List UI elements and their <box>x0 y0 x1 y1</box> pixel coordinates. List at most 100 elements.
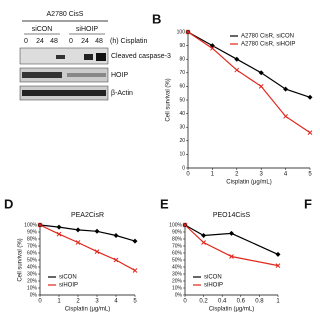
lane-label: 48 <box>95 38 103 45</box>
y-tick-label: 50% <box>27 257 38 263</box>
x-tick-label: 2 <box>235 172 239 178</box>
marker <box>307 94 313 100</box>
y-tick-label: 40 <box>179 111 185 117</box>
marker <box>185 29 191 35</box>
y-tick-label: 60 <box>179 84 185 90</box>
y-tick-label: 0% <box>30 292 38 298</box>
y-axis-label: Cell survival (%) <box>18 238 24 281</box>
y-tick-label: 60% <box>27 250 38 256</box>
y-tick-label: 0% <box>175 292 183 298</box>
marker <box>113 257 119 263</box>
x-tick-label: 5 <box>308 172 312 178</box>
lane-label: 48 <box>50 38 58 45</box>
y-tick-label: 30 <box>179 125 185 131</box>
marker <box>201 233 207 238</box>
legend-label: siHOIP <box>59 283 78 289</box>
y-tick-label: 90% <box>27 229 38 235</box>
x-tick-label: 1 <box>57 299 61 305</box>
x-tick-label: 0 <box>186 172 190 178</box>
chart-title: PEA2CisR <box>71 212 104 219</box>
y-tick-label: 80 <box>179 57 185 63</box>
y-tick-label: 70% <box>172 243 183 249</box>
band <box>96 53 106 61</box>
legend-label: siCON <box>204 275 222 281</box>
marker <box>258 84 264 89</box>
panel-label: B <box>152 11 161 26</box>
y-tick-label: 90% <box>172 229 183 235</box>
band-label: β-Actin <box>111 90 133 97</box>
marker <box>56 224 62 230</box>
band <box>84 54 93 60</box>
x-tick-label: 0 <box>38 299 42 305</box>
band <box>56 55 65 59</box>
legend-label: A2780 CisR, siHOIP <box>241 42 295 48</box>
series-line <box>39 224 136 272</box>
y-tick-label: 70 <box>179 70 185 76</box>
y-tick-label: 70% <box>27 243 38 249</box>
legend-label: A2780 CisR, siCON <box>241 34 294 40</box>
marker <box>132 268 138 273</box>
y-tick-label: 10 <box>179 152 185 158</box>
y-axis-label: Cell survival (%) <box>166 78 172 121</box>
x-axis-label: Cisplatin (μg/mL) <box>209 307 254 313</box>
marker <box>201 240 206 245</box>
y-tick-label: 30% <box>27 271 38 277</box>
x-tick-label: 2 <box>76 299 80 305</box>
marker <box>132 238 138 244</box>
marker <box>94 249 100 254</box>
group-label: siHOIP <box>76 26 99 33</box>
series-line <box>184 224 279 267</box>
x-tick-label: 0.8 <box>255 299 264 305</box>
legend-label: siHOIP <box>204 283 223 289</box>
marker <box>275 263 281 268</box>
x-tick-label: 3 <box>260 172 264 178</box>
band <box>22 90 106 96</box>
y-tick-label: 0 <box>182 165 185 171</box>
x-tick-label: 1 <box>211 172 215 178</box>
x-axis-label: Cisplatin (μg/mL) <box>65 307 110 313</box>
x-tick-label: 0.4 <box>218 299 227 305</box>
marker <box>56 231 62 237</box>
series-line <box>184 224 279 255</box>
x-tick-label: 4 <box>284 172 288 178</box>
y-tick-label: 100% <box>24 222 37 228</box>
panel-label: D <box>4 196 13 211</box>
band-label: HOIP <box>111 72 128 79</box>
lane-label: 24 <box>81 38 89 45</box>
band <box>22 72 62 78</box>
marker <box>210 45 215 51</box>
series-line <box>39 224 136 242</box>
lane-label: 0 <box>24 38 28 45</box>
marker <box>258 70 264 76</box>
marker <box>94 228 100 234</box>
y-tick-label: 40% <box>172 264 183 270</box>
legend-label: siCON <box>59 275 77 281</box>
x-axis-label: Cisplatin (μg/mL) <box>226 180 271 186</box>
series-line <box>187 31 311 134</box>
series-line <box>187 31 311 98</box>
y-tick-label: 10% <box>172 285 183 291</box>
lane-label: 24 <box>36 38 44 45</box>
y-tick-label: 20% <box>27 278 38 284</box>
blot-strip <box>19 67 109 83</box>
y-tick-label: 30% <box>172 271 183 277</box>
y-tick-label: 60% <box>172 250 183 256</box>
time-label: (h) Cisplatin <box>110 38 147 45</box>
y-tick-label: 40% <box>27 264 38 270</box>
marker <box>37 222 43 228</box>
marker <box>182 222 188 228</box>
y-tick-label: 90 <box>179 43 185 49</box>
lane-label: 0 <box>69 38 73 45</box>
marker <box>229 230 234 236</box>
blot-title: A2780 CisS <box>47 11 84 18</box>
y-tick-label: 80% <box>27 236 38 242</box>
marker <box>307 130 313 135</box>
y-tick-label: 50% <box>172 257 183 263</box>
panel-label: E <box>160 196 169 211</box>
x-tick-label: 0 <box>183 299 187 305</box>
y-tick-label: 50 <box>179 97 185 103</box>
y-tick-label: 80% <box>172 236 183 242</box>
x-tick-label: 3 <box>95 299 99 305</box>
panel-label: F <box>304 196 312 211</box>
